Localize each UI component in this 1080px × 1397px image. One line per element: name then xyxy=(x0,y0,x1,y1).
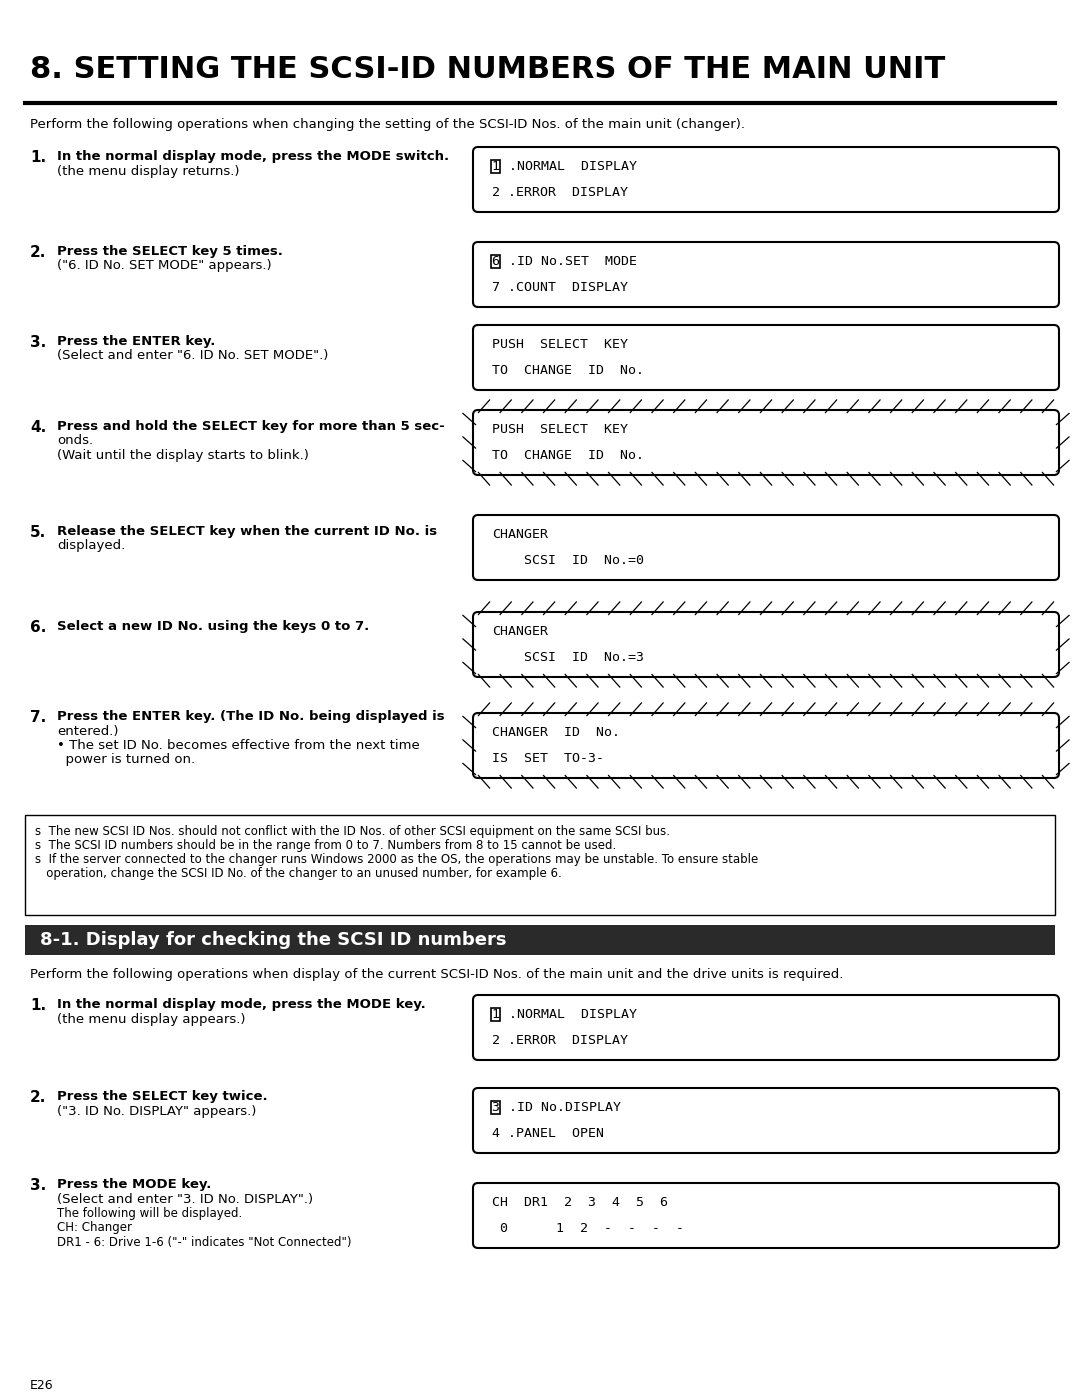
Text: Select a new ID No. using the keys 0 to 7.: Select a new ID No. using the keys 0 to … xyxy=(57,620,369,633)
Text: TO  CHANGE  ID  No.: TO CHANGE ID No. xyxy=(492,448,644,461)
Text: DR1 - 6: Drive 1-6 ("-" indicates "Not Connected"): DR1 - 6: Drive 1-6 ("-" indicates "Not C… xyxy=(57,1236,351,1249)
Text: .ID No.SET  MODE: .ID No.SET MODE xyxy=(501,256,637,268)
Text: Release the SELECT key when the current ID No. is: Release the SELECT key when the current … xyxy=(57,525,437,538)
Text: Perform the following operations when changing the setting of the SCSI-ID Nos. o: Perform the following operations when ch… xyxy=(30,117,745,131)
Text: In the normal display mode, press the MODE key.: In the normal display mode, press the MO… xyxy=(57,997,426,1011)
FancyBboxPatch shape xyxy=(473,995,1059,1060)
Text: SCSI  ID  No.=0: SCSI ID No.=0 xyxy=(492,553,644,567)
Text: 1: 1 xyxy=(491,161,499,173)
Text: 2 .ERROR  DISPLAY: 2 .ERROR DISPLAY xyxy=(492,186,627,198)
Text: 1.: 1. xyxy=(30,997,46,1013)
Text: In the normal display mode, press the MODE switch.: In the normal display mode, press the MO… xyxy=(57,149,449,163)
Text: 2 .ERROR  DISPLAY: 2 .ERROR DISPLAY xyxy=(492,1034,627,1046)
Text: 1.: 1. xyxy=(30,149,46,165)
Text: 2.: 2. xyxy=(30,244,46,260)
Text: displayed.: displayed. xyxy=(57,539,125,552)
Text: 1: 1 xyxy=(491,1009,499,1021)
Text: CHANGER: CHANGER xyxy=(492,626,548,638)
Text: .ID No.DISPLAY: .ID No.DISPLAY xyxy=(501,1101,621,1115)
Text: 4.: 4. xyxy=(30,420,46,434)
Text: (the menu display appears.): (the menu display appears.) xyxy=(57,1013,245,1025)
Text: 6: 6 xyxy=(491,256,499,268)
Text: Press the ENTER key.: Press the ENTER key. xyxy=(57,335,215,348)
FancyBboxPatch shape xyxy=(473,147,1059,212)
Bar xyxy=(491,1101,500,1115)
Text: 8. SETTING THE SCSI-ID NUMBERS OF THE MAIN UNIT: 8. SETTING THE SCSI-ID NUMBERS OF THE MA… xyxy=(30,54,945,84)
Text: CH: Changer: CH: Changer xyxy=(57,1221,132,1235)
FancyBboxPatch shape xyxy=(473,1183,1059,1248)
Text: CHANGER: CHANGER xyxy=(492,528,548,542)
Text: Press the MODE key.: Press the MODE key. xyxy=(57,1178,212,1192)
Text: 7 .COUNT  DISPLAY: 7 .COUNT DISPLAY xyxy=(492,281,627,293)
Text: onds.: onds. xyxy=(57,434,93,447)
Text: (the menu display returns.): (the menu display returns.) xyxy=(57,165,240,177)
Text: CHANGER  ID  No.: CHANGER ID No. xyxy=(492,726,620,739)
Text: 3: 3 xyxy=(491,1101,499,1115)
FancyBboxPatch shape xyxy=(473,712,1059,778)
FancyBboxPatch shape xyxy=(473,515,1059,580)
Text: s  The new SCSI ID Nos. should not conflict with the ID Nos. of other SCSI equip: s The new SCSI ID Nos. should not confli… xyxy=(35,826,670,838)
Text: E26: E26 xyxy=(30,1379,54,1391)
FancyBboxPatch shape xyxy=(473,1088,1059,1153)
Text: 5.: 5. xyxy=(30,525,46,541)
Text: entered.): entered.) xyxy=(57,725,119,738)
Text: (Select and enter "6. ID No. SET MODE".): (Select and enter "6. ID No. SET MODE".) xyxy=(57,349,328,362)
Text: Perform the following operations when display of the current SCSI-ID Nos. of the: Perform the following operations when di… xyxy=(30,968,843,981)
FancyBboxPatch shape xyxy=(473,242,1059,307)
Text: 0      1  2  -  -  -  -: 0 1 2 - - - - xyxy=(492,1221,684,1235)
Bar xyxy=(25,925,1055,956)
Text: PUSH  SELECT  KEY: PUSH SELECT KEY xyxy=(492,338,627,352)
Text: ("6. ID No. SET MODE" appears.): ("6. ID No. SET MODE" appears.) xyxy=(57,260,272,272)
Text: operation, change the SCSI ID No. of the changer to an unused number, for exampl: operation, change the SCSI ID No. of the… xyxy=(35,868,562,880)
Bar xyxy=(25,814,1055,915)
Text: ("3. ID No. DISPLAY" appears.): ("3. ID No. DISPLAY" appears.) xyxy=(57,1105,256,1118)
Text: 8-1. Display for checking the SCSI ID numbers: 8-1. Display for checking the SCSI ID nu… xyxy=(40,930,507,949)
FancyBboxPatch shape xyxy=(473,409,1059,475)
Text: Press the ENTER key. (The ID No. being displayed is: Press the ENTER key. (The ID No. being d… xyxy=(57,710,445,724)
Text: 4 .PANEL  OPEN: 4 .PANEL OPEN xyxy=(492,1126,604,1140)
FancyBboxPatch shape xyxy=(473,612,1059,678)
Text: TO  CHANGE  ID  No.: TO CHANGE ID No. xyxy=(492,363,644,377)
Text: (Select and enter "3. ID No. DISPLAY".): (Select and enter "3. ID No. DISPLAY".) xyxy=(57,1193,313,1206)
Bar xyxy=(491,1009,500,1021)
Text: PUSH  SELECT  KEY: PUSH SELECT KEY xyxy=(492,423,627,436)
Text: power is turned on.: power is turned on. xyxy=(57,753,195,767)
Text: Press and hold the SELECT key for more than 5 sec-: Press and hold the SELECT key for more t… xyxy=(57,420,445,433)
Text: 2.: 2. xyxy=(30,1090,46,1105)
Text: SCSI  ID  No.=3: SCSI ID No.=3 xyxy=(492,651,644,664)
Text: 7.: 7. xyxy=(30,710,46,725)
Text: .NORMAL  DISPLAY: .NORMAL DISPLAY xyxy=(501,161,637,173)
Text: .NORMAL  DISPLAY: .NORMAL DISPLAY xyxy=(501,1009,637,1021)
Bar xyxy=(491,256,500,268)
FancyBboxPatch shape xyxy=(473,326,1059,390)
Text: 6.: 6. xyxy=(30,620,46,636)
Text: s  If the server connected to the changer runs Windows 2000 as the OS, the opera: s If the server connected to the changer… xyxy=(35,854,758,866)
Text: The following will be displayed.: The following will be displayed. xyxy=(57,1207,242,1220)
Text: s  The SCSI ID numbers should be in the range from 0 to 7. Numbers from 8 to 15 : s The SCSI ID numbers should be in the r… xyxy=(35,840,617,852)
Text: 3.: 3. xyxy=(30,1178,46,1193)
Text: CH  DR1  2  3  4  5  6: CH DR1 2 3 4 5 6 xyxy=(492,1196,669,1210)
Bar xyxy=(491,161,500,173)
Text: 3.: 3. xyxy=(30,335,46,351)
Text: Press the SELECT key 5 times.: Press the SELECT key 5 times. xyxy=(57,244,283,258)
Text: Press the SELECT key twice.: Press the SELECT key twice. xyxy=(57,1090,268,1104)
Text: (Wait until the display starts to blink.): (Wait until the display starts to blink.… xyxy=(57,448,309,462)
Text: • The set ID No. becomes effective from the next time: • The set ID No. becomes effective from … xyxy=(57,739,420,752)
Text: IS  SET  TO-3-: IS SET TO-3- xyxy=(492,752,604,764)
